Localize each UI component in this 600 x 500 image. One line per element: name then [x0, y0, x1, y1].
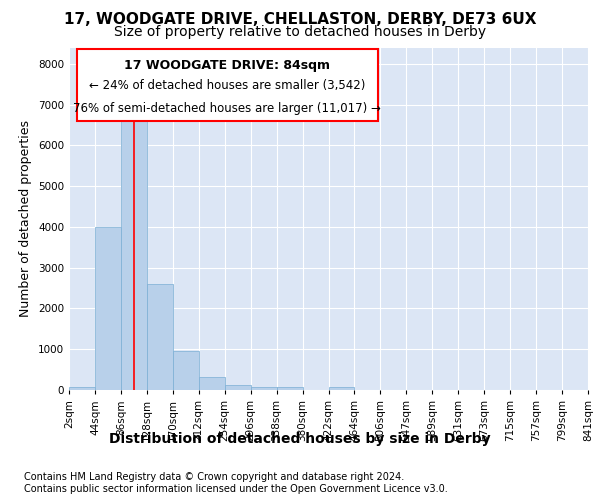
Bar: [329, 386, 355, 390]
Bar: [95, 227, 121, 390]
Bar: [277, 386, 302, 390]
Text: 76% of semi-detached houses are larger (11,017) →: 76% of semi-detached houses are larger (…: [73, 102, 381, 114]
Text: ← 24% of detached houses are smaller (3,542): ← 24% of detached houses are smaller (3,…: [89, 78, 365, 92]
Bar: [225, 384, 251, 390]
Bar: [173, 352, 199, 390]
Text: Distribution of detached houses by size in Derby: Distribution of detached houses by size …: [109, 432, 491, 446]
Bar: [69, 386, 95, 390]
Y-axis label: Number of detached properties: Number of detached properties: [19, 120, 32, 318]
FancyBboxPatch shape: [77, 49, 378, 121]
Text: Contains HM Land Registry data © Crown copyright and database right 2024.: Contains HM Land Registry data © Crown c…: [24, 472, 404, 482]
Bar: [251, 386, 277, 390]
Text: 17, WOODGATE DRIVE, CHELLASTON, DERBY, DE73 6UX: 17, WOODGATE DRIVE, CHELLASTON, DERBY, D…: [64, 12, 536, 28]
Bar: [121, 121, 147, 390]
Bar: [199, 377, 224, 390]
Text: Size of property relative to detached houses in Derby: Size of property relative to detached ho…: [114, 25, 486, 39]
Text: Contains public sector information licensed under the Open Government Licence v3: Contains public sector information licen…: [24, 484, 448, 494]
Bar: [147, 284, 173, 390]
Text: 17 WOODGATE DRIVE: 84sqm: 17 WOODGATE DRIVE: 84sqm: [124, 58, 330, 71]
